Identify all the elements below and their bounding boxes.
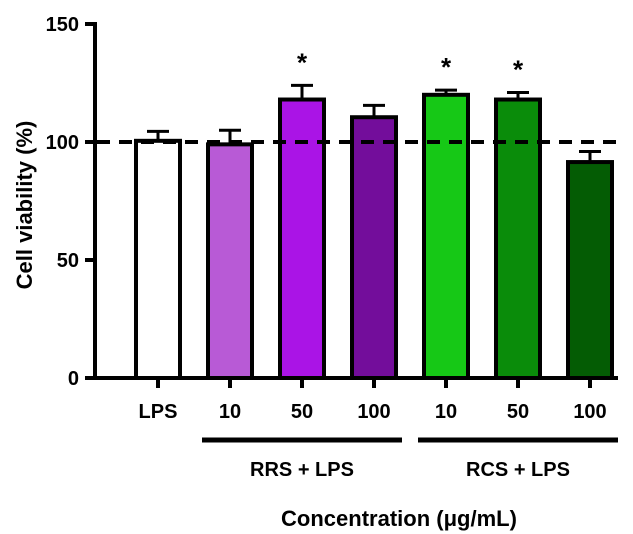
x-tick-label: 50: [291, 401, 313, 423]
significance-star: *: [441, 52, 452, 82]
bar: [134, 138, 182, 380]
bar: [566, 160, 614, 380]
x-tick-label: 50: [507, 401, 529, 423]
x-tick-label: 100: [357, 401, 390, 423]
x-axis: LPS 10 50 100 10 50 100: [93, 376, 618, 423]
bar: [422, 92, 470, 381]
y-tick-label: 0: [68, 368, 79, 390]
x-tick-label: 100: [573, 401, 606, 423]
group-brackets: RRS + LPS RCS + LPS: [202, 437, 618, 481]
y-tick-label: 50: [57, 250, 79, 272]
group-label: RRS + LPS: [250, 459, 354, 481]
bar: [206, 142, 254, 380]
y-axis: 0 50 100 150: [46, 14, 97, 390]
error-bars: [147, 83, 601, 163]
y-tick-label: 100: [46, 132, 79, 154]
bars: [134, 92, 614, 381]
bar: [350, 115, 398, 380]
y-tick-label: 150: [46, 14, 79, 36]
significance-star: *: [297, 47, 308, 77]
significance-star: *: [513, 54, 524, 84]
x-tick-label: 10: [435, 401, 457, 423]
group-label: RCS + LPS: [466, 459, 570, 481]
significance-markers: * * *: [297, 47, 524, 84]
x-tick-label: LPS: [139, 401, 178, 423]
x-tick-label: 10: [219, 401, 241, 423]
x-axis-title: Concentration (μg/mL): [281, 506, 517, 531]
y-axis-title: Cell viability (%): [12, 121, 37, 290]
